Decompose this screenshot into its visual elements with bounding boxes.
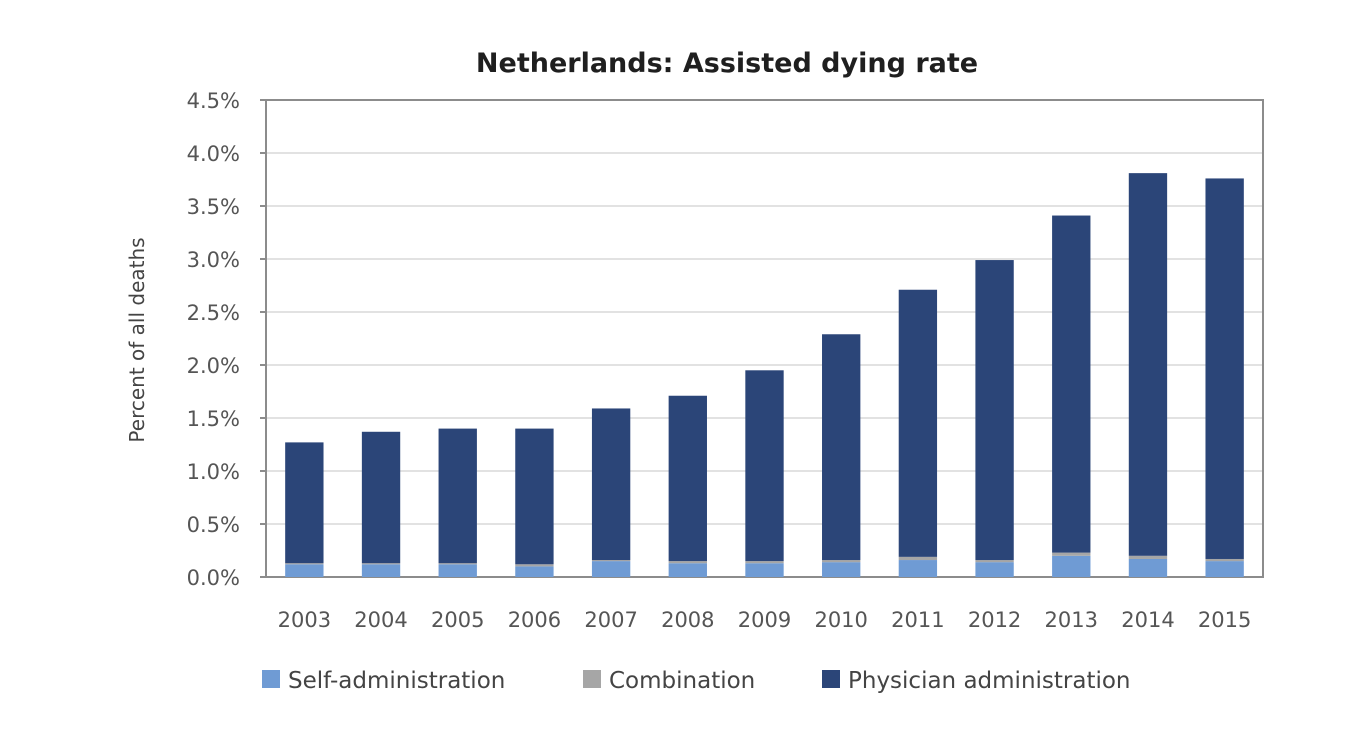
- bar-segment: [745, 370, 784, 562]
- bar-segment: [1128, 555, 1168, 559]
- x-tick-label: 2004: [354, 608, 407, 632]
- bar-segment: [1205, 561, 1244, 577]
- bar-segment: [1128, 558, 1168, 577]
- bar-segment: [1205, 178, 1244, 559]
- legend-swatch: [262, 670, 280, 688]
- legend-label: Self-administration: [288, 668, 505, 694]
- y-tick-label: 3.0%: [187, 248, 240, 272]
- bar-segment: [898, 556, 938, 561]
- x-tick-label: 2014: [1121, 608, 1174, 632]
- x-tick-label: 2003: [278, 608, 331, 632]
- x-tick-label: 2015: [1198, 608, 1251, 632]
- bar-segment: [822, 560, 861, 563]
- y-tick-label: 3.5%: [187, 195, 240, 219]
- x-tick-label: 2013: [1045, 608, 1098, 632]
- bar-segment: [285, 563, 324, 565]
- bar-segment: [975, 260, 1014, 561]
- bar-segment: [822, 562, 861, 577]
- y-tick-label: 1.0%: [187, 460, 240, 484]
- y-tick-label: 2.5%: [187, 301, 240, 325]
- bar-segment: [438, 564, 477, 577]
- bar-segment: [515, 566, 554, 577]
- bar-segment: [361, 563, 401, 565]
- x-axis-ticks: 2003 2004 2005 2006 2007 2008 2009 2010 2011 2012…: [278, 608, 1252, 632]
- bar-segment: [975, 562, 1014, 577]
- bar-segment: [591, 560, 631, 562]
- bar-segment: [745, 563, 784, 577]
- bar-segment: [515, 564, 554, 567]
- bar-segment: [1205, 558, 1244, 562]
- bar-segment: [668, 561, 707, 564]
- x-tick-label: 2006: [508, 608, 561, 632]
- bar-segment: [668, 395, 707, 562]
- x-tick-label: 2012: [968, 608, 1021, 632]
- bar-segment: [285, 442, 324, 564]
- bar-segment: [361, 431, 401, 564]
- y-tick-label: 0.5%: [187, 513, 240, 537]
- bar-segment: [898, 560, 938, 577]
- y-axis-label: Percent of all deaths: [125, 237, 149, 442]
- x-tick-label: 2009: [738, 608, 791, 632]
- legend-label: Combination: [609, 668, 755, 694]
- legend-swatch: [822, 670, 840, 688]
- x-tick-label: 2011: [891, 608, 944, 632]
- bar-segment: [822, 334, 861, 561]
- x-tick-label: 2010: [814, 608, 867, 632]
- legend: Self-administration Combination Physician …: [262, 668, 1131, 694]
- x-tick-label: 2008: [661, 608, 714, 632]
- y-tick-label: 0.0%: [187, 566, 240, 590]
- bar-segment: [1052, 552, 1091, 556]
- y-axis-ticks: 0.0% 0.5% 1.0% 1.5% 2.0% 2.5% 3.0% 3.5% 4.0% 4.5%: [187, 89, 266, 590]
- bar-segment: [591, 408, 631, 561]
- chart-title: Netherlands: Assisted dying rate: [476, 48, 978, 79]
- y-tick-label: 4.5%: [187, 89, 240, 113]
- bar-segment: [285, 564, 324, 577]
- y-tick-label: 2.0%: [187, 354, 240, 378]
- bar-segment: [745, 561, 784, 564]
- legend-label: Physician administration: [848, 668, 1131, 694]
- legend-item: Physician administration: [822, 668, 1131, 694]
- legend-item: Combination: [583, 668, 755, 694]
- bar-segment: [898, 289, 938, 557]
- bar-segment: [1052, 215, 1091, 553]
- bar-segment: [668, 563, 707, 577]
- legend-swatch: [583, 670, 601, 688]
- bar-segment: [1052, 555, 1091, 577]
- legend-item: Self-administration: [262, 668, 505, 694]
- bar-segment: [591, 561, 631, 577]
- bar-segment: [438, 428, 477, 564]
- bar-segment: [515, 428, 554, 565]
- bars: [285, 173, 1244, 577]
- y-tick-label: 4.0%: [187, 142, 240, 166]
- x-tick-label: 2005: [431, 608, 484, 632]
- bar-segment: [438, 563, 477, 565]
- bar-segment: [361, 564, 401, 577]
- y-tick-label: 1.5%: [187, 407, 240, 431]
- bar-segment: [1128, 173, 1168, 556]
- x-tick-label: 2007: [584, 608, 637, 632]
- bar-segment: [975, 560, 1014, 563]
